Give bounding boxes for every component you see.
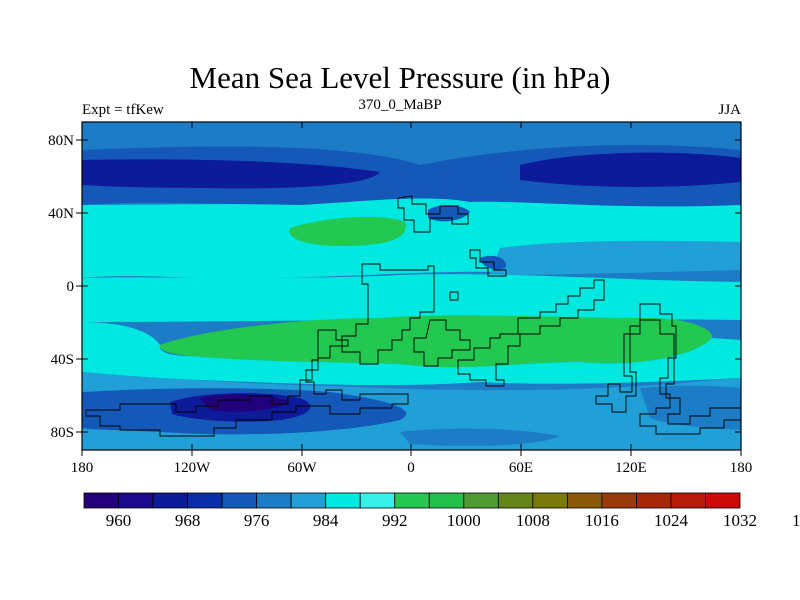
colorbar-labels: 960 968 976 984 992 1000 1008 1016 1024 1032 1040 <box>106 511 800 530</box>
colorbar-box <box>394 492 430 509</box>
lat-label-40n: 40N <box>48 206 74 222</box>
lat-label-40s: 40S <box>51 352 74 368</box>
colorbar-box <box>428 492 465 509</box>
lon-label-120w: 120W <box>174 460 212 476</box>
lon-label-120e: 120E <box>615 460 647 476</box>
colorbar-label: 1040 <box>792 511 800 530</box>
lat-ticks <box>76 139 741 433</box>
colorbar-label: 984 <box>313 511 339 530</box>
lat-tick-labels: 80N 40N 0 40S 80S <box>48 133 74 441</box>
season-label: JJA <box>718 102 741 118</box>
lat-label-80n: 80N <box>48 133 74 149</box>
colorbar-box <box>118 492 154 509</box>
map-title: Mean Sea Level Pressure (in hPa) <box>189 60 611 95</box>
colorbar-box <box>670 492 706 509</box>
colorbar-box <box>566 492 603 509</box>
lat-label-0: 0 <box>67 279 75 295</box>
colorbar-box <box>359 492 396 509</box>
colorbar-box <box>221 492 258 509</box>
colorbar-label: 1008 <box>516 511 550 530</box>
lon-ticks <box>81 122 742 456</box>
time-label: 370_0_MaBP <box>358 97 442 113</box>
pressure-field <box>82 122 741 450</box>
lon-tick-labels: 180 120W 60W 0 60E 120E 180 <box>71 460 753 476</box>
lon-label-180w: 180 <box>71 460 94 476</box>
colorbar-box <box>290 492 327 509</box>
colorbar-label: 992 <box>382 511 408 530</box>
experiment-label: Expt = tfKew <box>82 102 164 118</box>
colorbar-box <box>83 492 119 509</box>
colorbar-label: 976 <box>244 511 270 530</box>
colorbar-label: 1000 <box>447 511 481 530</box>
colorbar-box <box>705 492 741 509</box>
colorbar-box <box>532 492 568 509</box>
lon-label-180e: 180 <box>730 460 753 476</box>
lon-label-60w: 60W <box>287 460 317 476</box>
colorbar-box <box>601 492 637 509</box>
colorbar-box <box>636 492 672 509</box>
colorbar-label: 1016 <box>585 511 619 530</box>
colorbar-label: 968 <box>175 511 201 530</box>
colorbar <box>83 492 741 509</box>
colorbar-box <box>256 492 292 509</box>
colorbar-label: 960 <box>106 511 132 530</box>
colorbar-box <box>152 492 188 509</box>
lat-label-80s: 80S <box>51 425 74 441</box>
colorbar-label: 1024 <box>654 511 689 530</box>
lon-label-60e: 60E <box>509 460 533 476</box>
colorbar-label: 1032 <box>723 511 757 530</box>
colorbar-box <box>497 492 534 509</box>
colorbar-box <box>463 492 499 509</box>
lon-label-0: 0 <box>407 460 415 476</box>
colorbar-box <box>325 492 361 509</box>
colorbar-box <box>187 492 223 509</box>
